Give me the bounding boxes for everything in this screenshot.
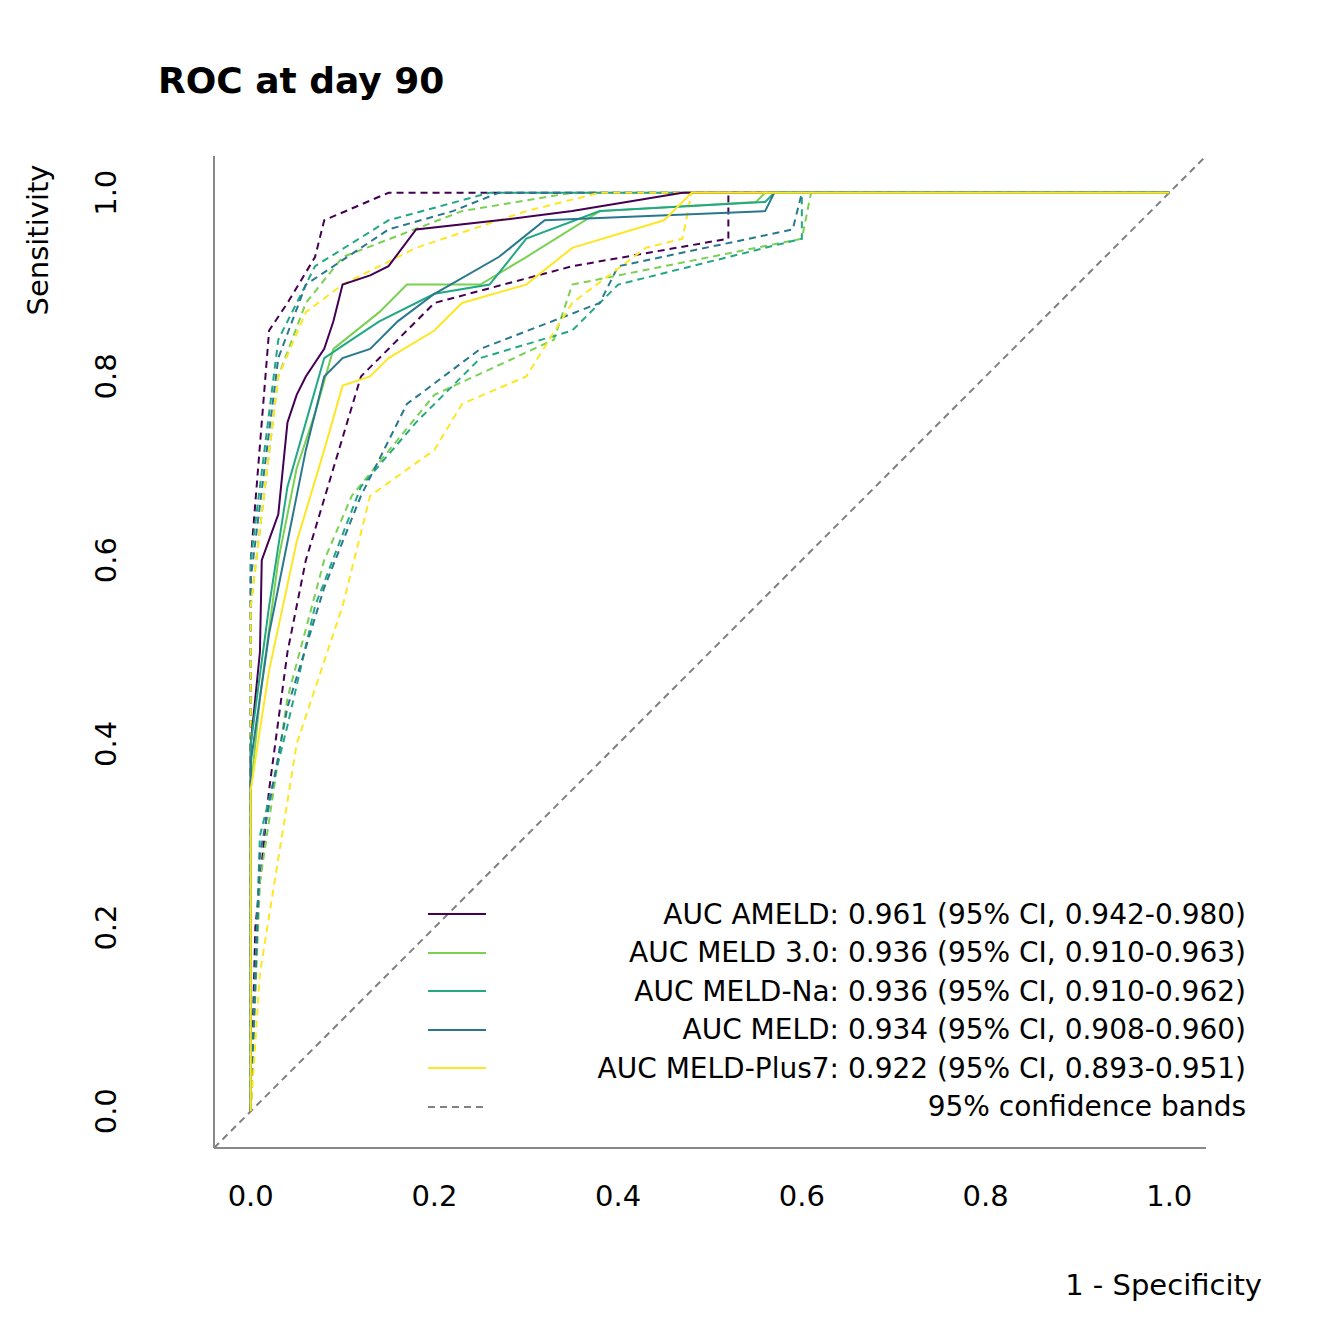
svg-text:0.2: 0.2 — [411, 1179, 457, 1213]
svg-text:1.0: 1.0 — [1146, 1179, 1192, 1213]
html-text:AUC MELD-Plus7: 0.922 (95% CI,: AUC MELD-Plus7: 0.922 (95% CI, 0.893-0.9… — [597, 1051, 1246, 1085]
svg-text:1.0: 1.0 — [89, 170, 123, 216]
svg-text:Sensitivity: Sensitivity — [21, 165, 55, 316]
svg-text:0.6: 0.6 — [89, 537, 123, 583]
html-text:AUC MELD: 0.934 (95% CI, 0.908: AUC MELD: 0.934 (95% CI, 0.908-0.960) — [682, 1013, 1246, 1047]
svg-text:0.6: 0.6 — [779, 1179, 825, 1213]
html-text:AUC MELD-Na: 0.936 (95% CI, 0.: AUC MELD-Na: 0.936 (95% CI, 0.910-0.962) — [634, 974, 1246, 1008]
svg-text:0.0: 0.0 — [89, 1088, 123, 1134]
html-text:95% confidence bands: 95% confidence bands — [927, 1090, 1246, 1124]
svg-text:0.8: 0.8 — [962, 1179, 1008, 1213]
svg-text:1 - Specificity: 1 - Specificity — [1065, 1268, 1262, 1302]
svg-text:ROC at day 90: ROC at day 90 — [158, 60, 444, 101]
svg-text:0.0: 0.0 — [228, 1179, 274, 1213]
svg-text:0.8: 0.8 — [89, 353, 123, 399]
html-text:AUC AMELD: 0.961 (95% CI, 0.94: AUC AMELD: 0.961 (95% CI, 0.942-0.980) — [663, 897, 1246, 931]
html-text:AUC MELD 3.0: 0.936 (95% CI, 0: AUC MELD 3.0: 0.936 (95% CI, 0.910-0.963… — [629, 936, 1246, 970]
svg-text:0.4: 0.4 — [595, 1179, 641, 1213]
svg-text:0.4: 0.4 — [89, 721, 123, 767]
svg-text:0.2: 0.2 — [89, 904, 123, 950]
